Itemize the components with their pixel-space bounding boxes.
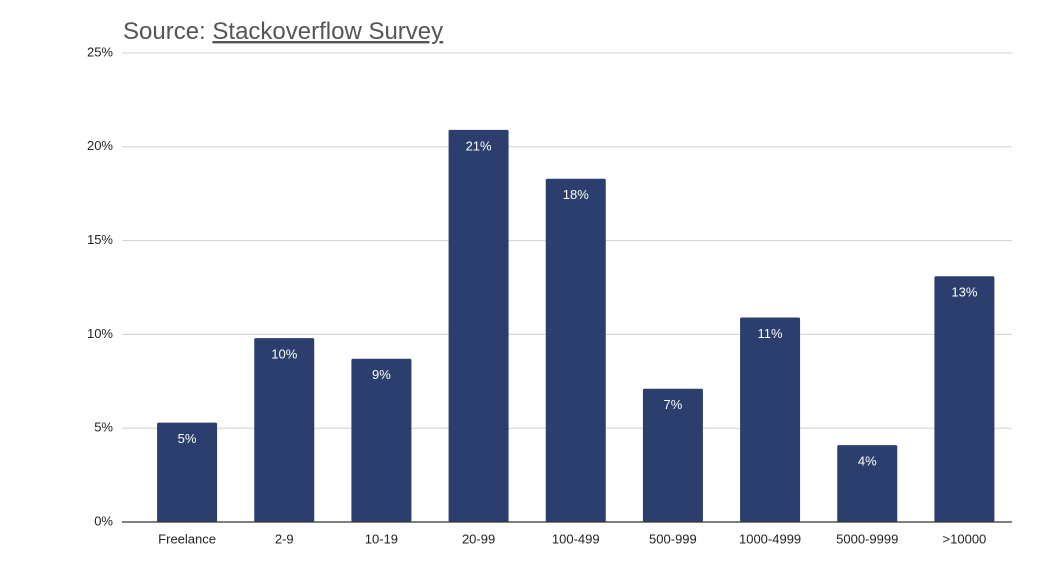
title-link[interactable]: Stackoverflow Survey (212, 18, 443, 45)
y-tick-label: 10% (87, 326, 113, 341)
value-label: 11% (758, 326, 783, 341)
y-tick-label: 25% (87, 44, 113, 59)
x-tick-label: 2-9 (275, 531, 294, 546)
bar (837, 445, 898, 522)
x-tick-label: 20-99 (462, 531, 495, 546)
x-tick-label: >10000 (943, 531, 987, 546)
value-label: 18% (563, 187, 589, 202)
value-label: 5% (178, 431, 197, 446)
x-tick-label: 100-499 (552, 531, 600, 546)
y-tick-label: 0% (94, 513, 113, 528)
value-label: 13% (951, 285, 977, 300)
chart-title: Source: Stackoverflow Survey (123, 18, 443, 45)
x-tick-label: 5000-9999 (836, 531, 898, 546)
x-tick-label: 500-999 (649, 531, 697, 546)
bar (545, 178, 606, 522)
bar (642, 388, 703, 522)
bar (351, 358, 412, 522)
y-tick-label: 5% (94, 420, 113, 435)
value-label: 10% (271, 347, 297, 362)
x-tick-label: 10-19 (365, 531, 398, 546)
bar (448, 129, 509, 522)
bar (254, 338, 315, 522)
title-text: Source: (123, 18, 206, 45)
bar (740, 317, 801, 522)
y-tick-label: 15% (87, 232, 113, 247)
bar (934, 276, 995, 522)
y-tick-label: 20% (87, 138, 113, 153)
value-label: 7% (664, 397, 683, 412)
x-tick-label: Freelance (158, 531, 216, 546)
value-label: 21% (466, 138, 492, 153)
value-label: 4% (858, 454, 877, 469)
bar (157, 422, 218, 522)
value-label: 9% (372, 367, 391, 382)
x-tick-label: 1000-4999 (739, 531, 801, 546)
